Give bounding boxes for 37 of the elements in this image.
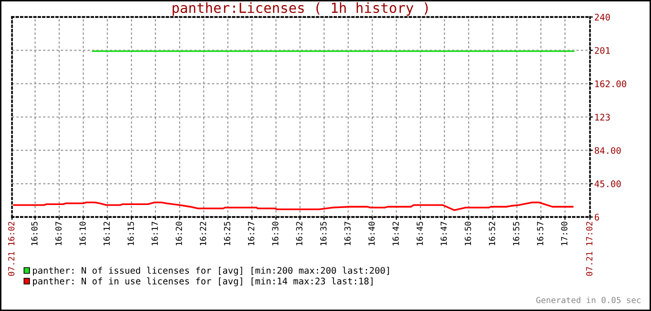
x-tick-label: 17:00 — [561, 222, 568, 246]
y-tick-label: 84.00 — [594, 147, 621, 154]
x-tick-label: 16:30 — [272, 222, 278, 246]
legend-label: panther: N of issued licenses for [avg] [min:200 max:200 last:200] — [33, 266, 389, 276]
x-tick-label: 07.21 16:02 — [8, 222, 14, 276]
y-tick-label: 201 — [594, 47, 610, 54]
x-tick-label: 16:37 — [344, 222, 351, 246]
x-tick-label: 16:07 — [55, 222, 62, 246]
x-tick-label: 16:05 — [31, 222, 38, 246]
x-tick-label: 16:27 — [248, 222, 254, 246]
y-tick-label: 162.00 — [595, 80, 626, 88]
y-tick-label: 240 — [594, 14, 610, 21]
x-tick-label: 16:12 — [104, 222, 110, 246]
y-tick-label: 45.00 — [594, 180, 621, 188]
x-tick-label: 16:55 — [512, 222, 520, 246]
x-tick-label: 16:45 — [416, 222, 423, 246]
x-tick-label: 16:10 — [79, 222, 86, 246]
x-tick-label: 16:32 — [296, 222, 302, 246]
text: Generated in 0.05 sec — [536, 296, 641, 304]
legend-label: panther: N of in use licenses for [avg] [min:14 max:23 last:18] — [33, 277, 373, 286]
x-tick-label: 16:47 — [440, 222, 447, 246]
x-tick-label: 16:42 — [392, 222, 399, 246]
line-series — [13, 202, 574, 211]
y-tick-label: 6 — [594, 214, 600, 221]
y-tick-label: 123 — [595, 114, 610, 121]
x-tick-label: 07.21 17:02 — [586, 222, 592, 276]
chart-title: panther:Licenses ( 1h history ) — [172, 2, 428, 16]
x-tick-label: 16:35 — [320, 222, 327, 246]
x-tick-label: 16:22 — [200, 222, 206, 246]
x-tick-label: 16:20 — [176, 222, 182, 246]
x-tick-label: 16:17 — [152, 222, 158, 246]
x-tick-label: 16:50 — [464, 222, 472, 246]
x-tick-label: 16:57 — [537, 222, 544, 246]
x-tick-label: 16:25 — [224, 222, 230, 246]
x-tick-label: 16:40 — [368, 222, 375, 246]
x-tick-label: 16:52 — [488, 222, 496, 246]
x-tick-label: 16:15 — [128, 222, 134, 246]
